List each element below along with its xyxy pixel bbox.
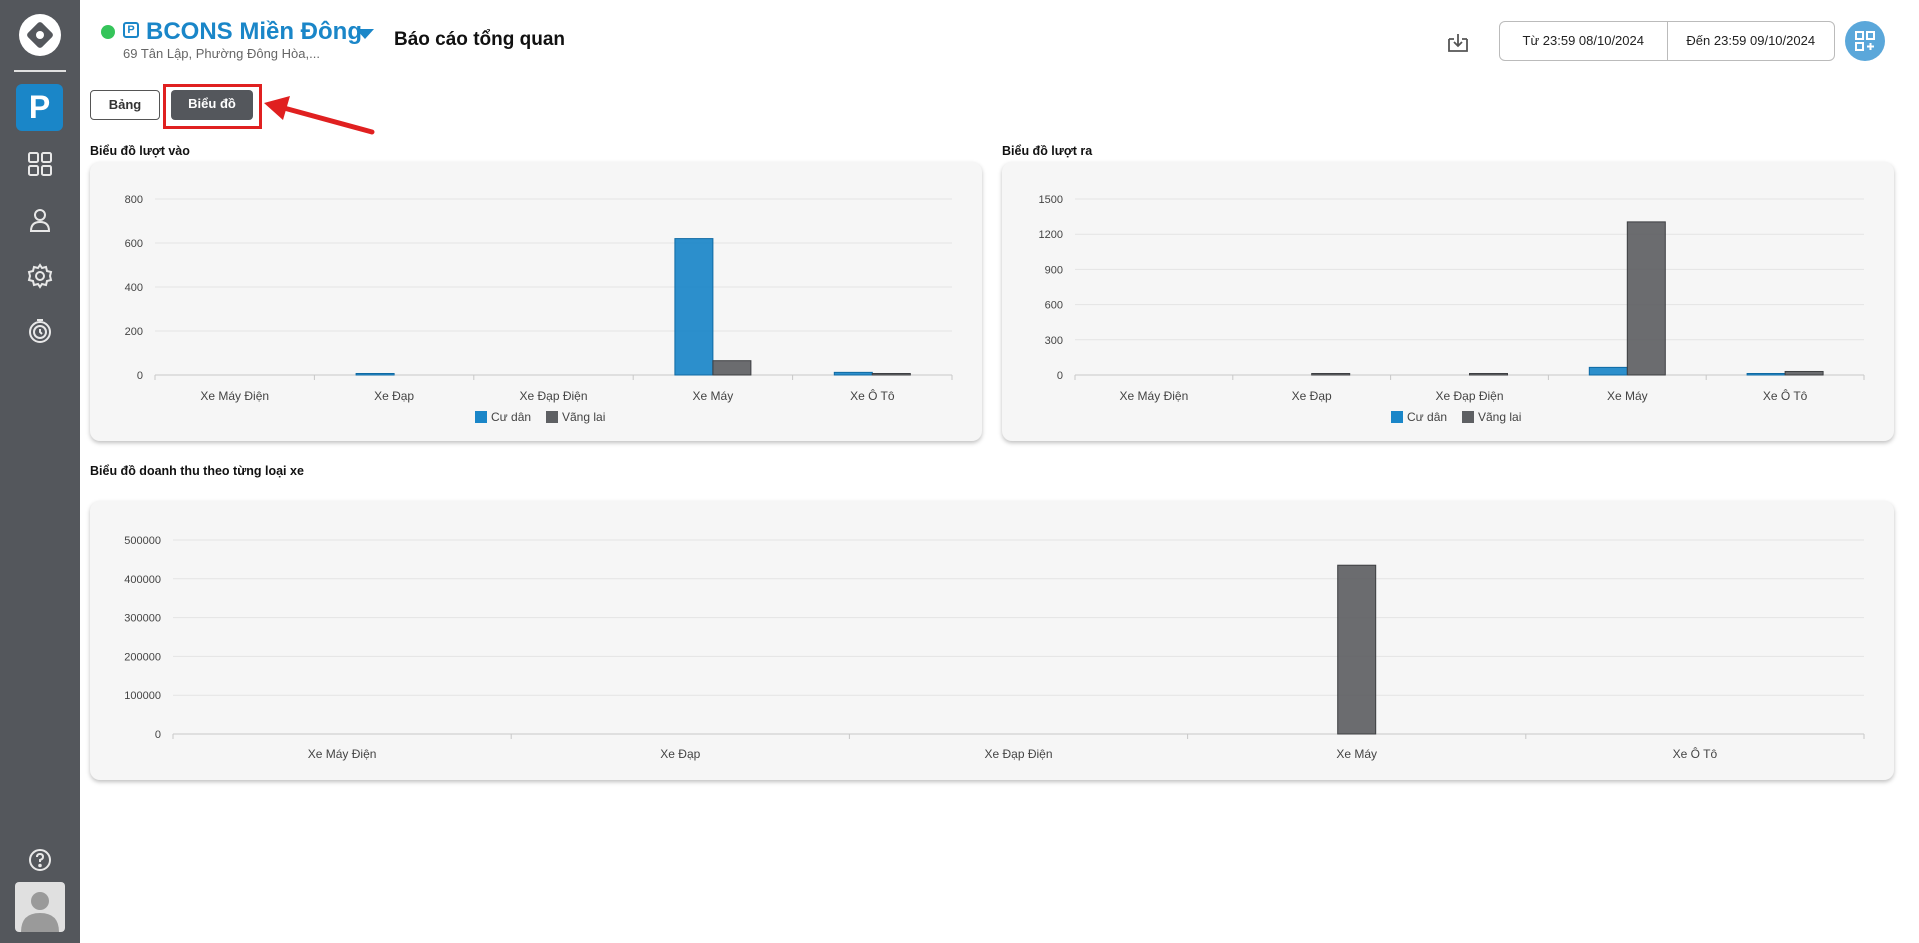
legend-swatch xyxy=(1391,411,1403,423)
highlight-box xyxy=(163,84,262,129)
legend-swatch xyxy=(1462,411,1474,423)
sidebar: P xyxy=(0,0,80,943)
y-tick-label: 1200 xyxy=(1039,229,1063,241)
tab-chart[interactable]: Biểu đồ xyxy=(171,90,253,120)
chart-out-card: 0 300 600 900 1200 1500 Xe Máy Điện Xe Đạp Xe Đạ… xyxy=(1002,162,1894,441)
bar[interactable] xyxy=(1746,373,1786,376)
bar[interactable] xyxy=(1311,373,1351,376)
y-tick-label: 600 xyxy=(125,238,143,250)
parking-icon[interactable]: P xyxy=(16,84,63,131)
y-tick-label: 0 xyxy=(137,370,143,382)
chevron-down-icon[interactable] xyxy=(356,29,374,39)
x-category-label: Xe Đạp xyxy=(660,747,700,761)
x-category-label: Xe Ô Tô xyxy=(1673,746,1718,761)
bar[interactable] xyxy=(833,371,873,376)
download-icon[interactable] xyxy=(1446,30,1470,54)
y-tick-label: 0 xyxy=(155,729,161,741)
chart-in-card: 0 200 400 600 800 Xe Máy Điện Xe Đạp Xe Đạp Điệ… xyxy=(90,162,982,441)
user-icon[interactable] xyxy=(22,202,58,238)
x-category-label: Xe Máy Điện xyxy=(1120,389,1189,403)
y-tick-label: 200 xyxy=(125,326,143,338)
sidebar-divider xyxy=(14,70,66,72)
x-category-label: Xe Máy xyxy=(1607,389,1648,403)
x-category-label: Xe Đạp Điện xyxy=(519,389,587,403)
site-name[interactable]: BCONS Miền Đông xyxy=(146,18,362,45)
legend-label[interactable]: Vãng lai xyxy=(1478,410,1521,424)
history-icon[interactable] xyxy=(22,313,58,349)
legend-swatch xyxy=(475,411,487,423)
x-category-label: Xe Ô Tô xyxy=(850,388,895,403)
site-address: 69 Tân Lập, Phường Đông Hòa,... xyxy=(123,46,320,61)
bar[interactable] xyxy=(1626,221,1666,376)
y-tick-label: 0 xyxy=(1057,370,1063,382)
dashboard-icon[interactable] xyxy=(22,146,58,182)
date-from[interactable]: Từ 23:59 08/10/2024 xyxy=(1500,22,1668,60)
logo-dot xyxy=(36,31,44,39)
legend-label[interactable]: Cư dân xyxy=(491,410,531,424)
y-tick-label: 100000 xyxy=(124,690,161,702)
tab-table[interactable]: Bảng xyxy=(90,90,160,120)
y-tick-label: 900 xyxy=(1045,264,1063,276)
x-category-label: Xe Đạp xyxy=(1292,389,1332,403)
bar[interactable] xyxy=(1337,564,1377,735)
parking-site-icon: P xyxy=(123,22,139,38)
x-category-label: Xe Máy xyxy=(1336,747,1377,761)
help-icon[interactable] xyxy=(22,842,58,878)
status-dot xyxy=(101,25,115,39)
bar[interactable] xyxy=(674,238,714,376)
chart-revenue-card: 0 100000 200000 300000 400000 500000 Xe Máy Đi… xyxy=(90,501,1894,780)
legend-swatch xyxy=(546,411,558,423)
avatar[interactable] xyxy=(15,882,65,932)
bar[interactable] xyxy=(355,373,395,376)
chart-out: 0 300 600 900 1200 1500 Xe Máy Điện Xe Đạp Xe Đạ… xyxy=(1039,194,1865,424)
annotation-arrow xyxy=(264,96,375,135)
x-category-label: Xe Đạp xyxy=(374,389,414,403)
x-category-label: Xe Máy Điện xyxy=(308,747,377,761)
date-to[interactable]: Đến 23:59 09/10/2024 xyxy=(1686,33,1816,48)
y-tick-label: 400000 xyxy=(124,574,161,586)
y-tick-label: 1500 xyxy=(1039,194,1063,206)
chart-out-title: Biểu đồ lượt ra xyxy=(1002,144,1093,158)
x-category-label: Xe Đạp Điện xyxy=(984,747,1052,761)
y-tick-label: 400 xyxy=(125,282,143,294)
bar[interactable] xyxy=(712,360,752,376)
y-tick-label: 300 xyxy=(1045,335,1063,347)
date-range[interactable]: Từ 23:59 08/10/2024 Đến 23:59 09/10/2024 xyxy=(1499,21,1835,61)
x-category-label: Xe Máy xyxy=(693,389,734,403)
bar[interactable] xyxy=(1588,366,1628,376)
y-tick-label: 300000 xyxy=(124,613,161,625)
y-tick-label: 200000 xyxy=(124,651,161,663)
chart-in: 0 200 400 600 800 Xe Máy Điện Xe Đạp Xe Đạp Điệ… xyxy=(125,194,953,424)
bar[interactable] xyxy=(871,373,911,376)
chart-revenue-title: Biểu đồ doanh thu theo từng loại xe xyxy=(90,464,304,478)
qr-add-icon[interactable] xyxy=(1845,21,1885,61)
y-tick-label: 600 xyxy=(1045,300,1063,312)
x-category-label: Xe Máy Điện xyxy=(200,389,269,403)
page-title: Báo cáo tổng quan xyxy=(394,29,565,50)
x-category-label: Xe Ô Tô xyxy=(1763,388,1808,403)
legend-label[interactable]: Vãng lai xyxy=(562,410,605,424)
y-tick-label: 800 xyxy=(125,194,143,206)
chart-in-title: Biểu đồ lượt vào xyxy=(90,144,190,158)
y-tick-label: 500000 xyxy=(124,535,161,547)
legend-label[interactable]: Cư dân xyxy=(1407,410,1447,424)
x-category-label: Xe Đạp Điện xyxy=(1435,389,1503,403)
bar[interactable] xyxy=(1469,373,1508,376)
app-logo[interactable] xyxy=(19,14,61,56)
gear-icon[interactable] xyxy=(22,258,58,294)
chart-revenue: 0 100000 200000 300000 400000 500000 Xe Máy Đi… xyxy=(124,535,1865,761)
bar[interactable] xyxy=(1784,370,1824,376)
